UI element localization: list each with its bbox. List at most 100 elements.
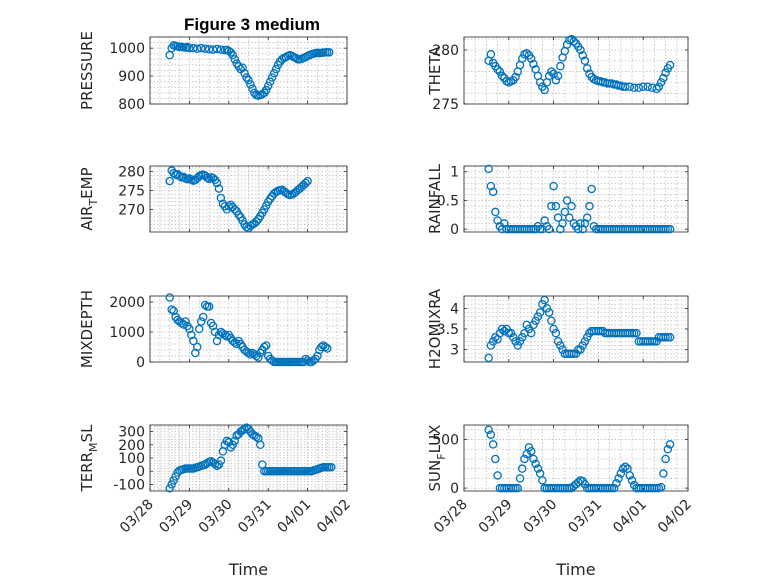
data-point	[326, 462, 336, 472]
data-point	[576, 45, 585, 55]
data-point	[551, 201, 561, 211]
data-point	[202, 459, 212, 468]
data-point	[553, 213, 563, 222]
data-point	[526, 328, 536, 338]
data-point	[222, 332, 232, 341]
data-point	[194, 324, 204, 334]
data-point	[491, 207, 500, 217]
data-point	[200, 300, 210, 310]
data-point	[551, 328, 561, 338]
data-point	[547, 201, 556, 211]
data-point	[267, 73, 277, 82]
data-point	[230, 338, 239, 347]
y-axis-label-rest: LUX	[426, 425, 444, 454]
data-point	[551, 75, 561, 85]
data-point	[216, 193, 226, 203]
data-point	[618, 464, 628, 473]
y-tick-label: 3.5	[437, 322, 459, 338]
y-axis-label: TERRMSL	[78, 424, 100, 493]
data-point	[228, 440, 237, 450]
x-tick-label: 04/02	[655, 497, 695, 537]
y-tick-label: 500	[432, 433, 459, 449]
data-point	[488, 440, 498, 449]
data-point	[261, 85, 271, 95]
y-tick-label: 900	[118, 69, 145, 85]
data-point	[582, 332, 592, 342]
data-point	[526, 54, 536, 63]
subplot-3: 270 275 280 AIRTEMP	[78, 165, 348, 233]
y-axis-label: AIRTEMP	[78, 167, 100, 230]
y-tick-label: 1	[450, 165, 459, 181]
y-tick-label: 0.5	[437, 193, 459, 209]
data-point	[303, 356, 312, 365]
y-axis-label-base: AIR	[78, 206, 96, 231]
data-point	[621, 82, 630, 91]
data-point	[252, 217, 261, 226]
data-point	[663, 445, 673, 454]
data-point	[301, 178, 310, 188]
data-point	[656, 78, 666, 87]
data-point	[204, 174, 214, 184]
data-point	[291, 53, 301, 63]
data-point	[542, 304, 552, 313]
data-point	[246, 80, 255, 89]
data-point	[587, 184, 596, 194]
x-tick-label: 03/31	[235, 497, 275, 537]
y-axis-label-subscript: T	[87, 199, 100, 207]
data-point	[547, 67, 556, 76]
axes-frame	[149, 295, 348, 363]
data-point	[189, 43, 198, 53]
data-point	[544, 224, 554, 234]
data-point	[181, 317, 190, 326]
series-points	[165, 423, 336, 493]
data-point	[488, 337, 498, 346]
data-point	[193, 44, 202, 53]
x-tick-label: 03/28	[117, 497, 157, 537]
x-tick-label: 03/29	[476, 497, 516, 537]
data-point	[230, 436, 239, 446]
data-point	[204, 302, 214, 311]
series-points	[484, 164, 675, 234]
data-point	[540, 295, 549, 305]
data-point	[204, 45, 214, 54]
x-axis-label: Time	[555, 560, 595, 579]
data-point	[189, 336, 198, 346]
data-point	[486, 430, 496, 439]
data-point	[269, 69, 279, 78]
data-point	[185, 43, 194, 53]
data-point	[254, 353, 263, 362]
data-point	[493, 471, 502, 480]
data-point	[486, 181, 496, 191]
data-point	[553, 71, 563, 81]
data-point	[216, 456, 226, 465]
x-tick-label: 03/30	[196, 497, 236, 537]
data-point	[303, 176, 312, 186]
grid	[463, 165, 689, 232]
data-point	[567, 34, 576, 44]
data-point	[486, 341, 496, 350]
data-point	[212, 178, 222, 188]
data-point	[544, 308, 554, 317]
data-point	[522, 48, 531, 58]
data-point	[323, 344, 332, 353]
y-tick-label: 275	[118, 184, 145, 200]
data-point	[230, 55, 239, 64]
y-axis-label-base: TERR	[78, 452, 96, 493]
data-point	[580, 219, 590, 228]
y-axis-label-subscript: F	[435, 453, 448, 459]
data-point	[165, 176, 174, 186]
data-point	[562, 40, 572, 49]
data-point	[569, 37, 579, 46]
axes-frame	[149, 36, 348, 105]
y-tick-label: 0	[136, 355, 145, 371]
figure-title: Figure 3 medium	[184, 15, 320, 34]
data-point	[506, 328, 516, 338]
subplot-6: 3 3.5 4 H2OMIXRA	[426, 288, 689, 369]
data-point	[553, 337, 563, 346]
data-point	[261, 341, 271, 350]
data-point	[165, 293, 174, 302]
data-point	[531, 459, 540, 469]
data-point	[216, 45, 226, 54]
data-point	[616, 469, 626, 478]
